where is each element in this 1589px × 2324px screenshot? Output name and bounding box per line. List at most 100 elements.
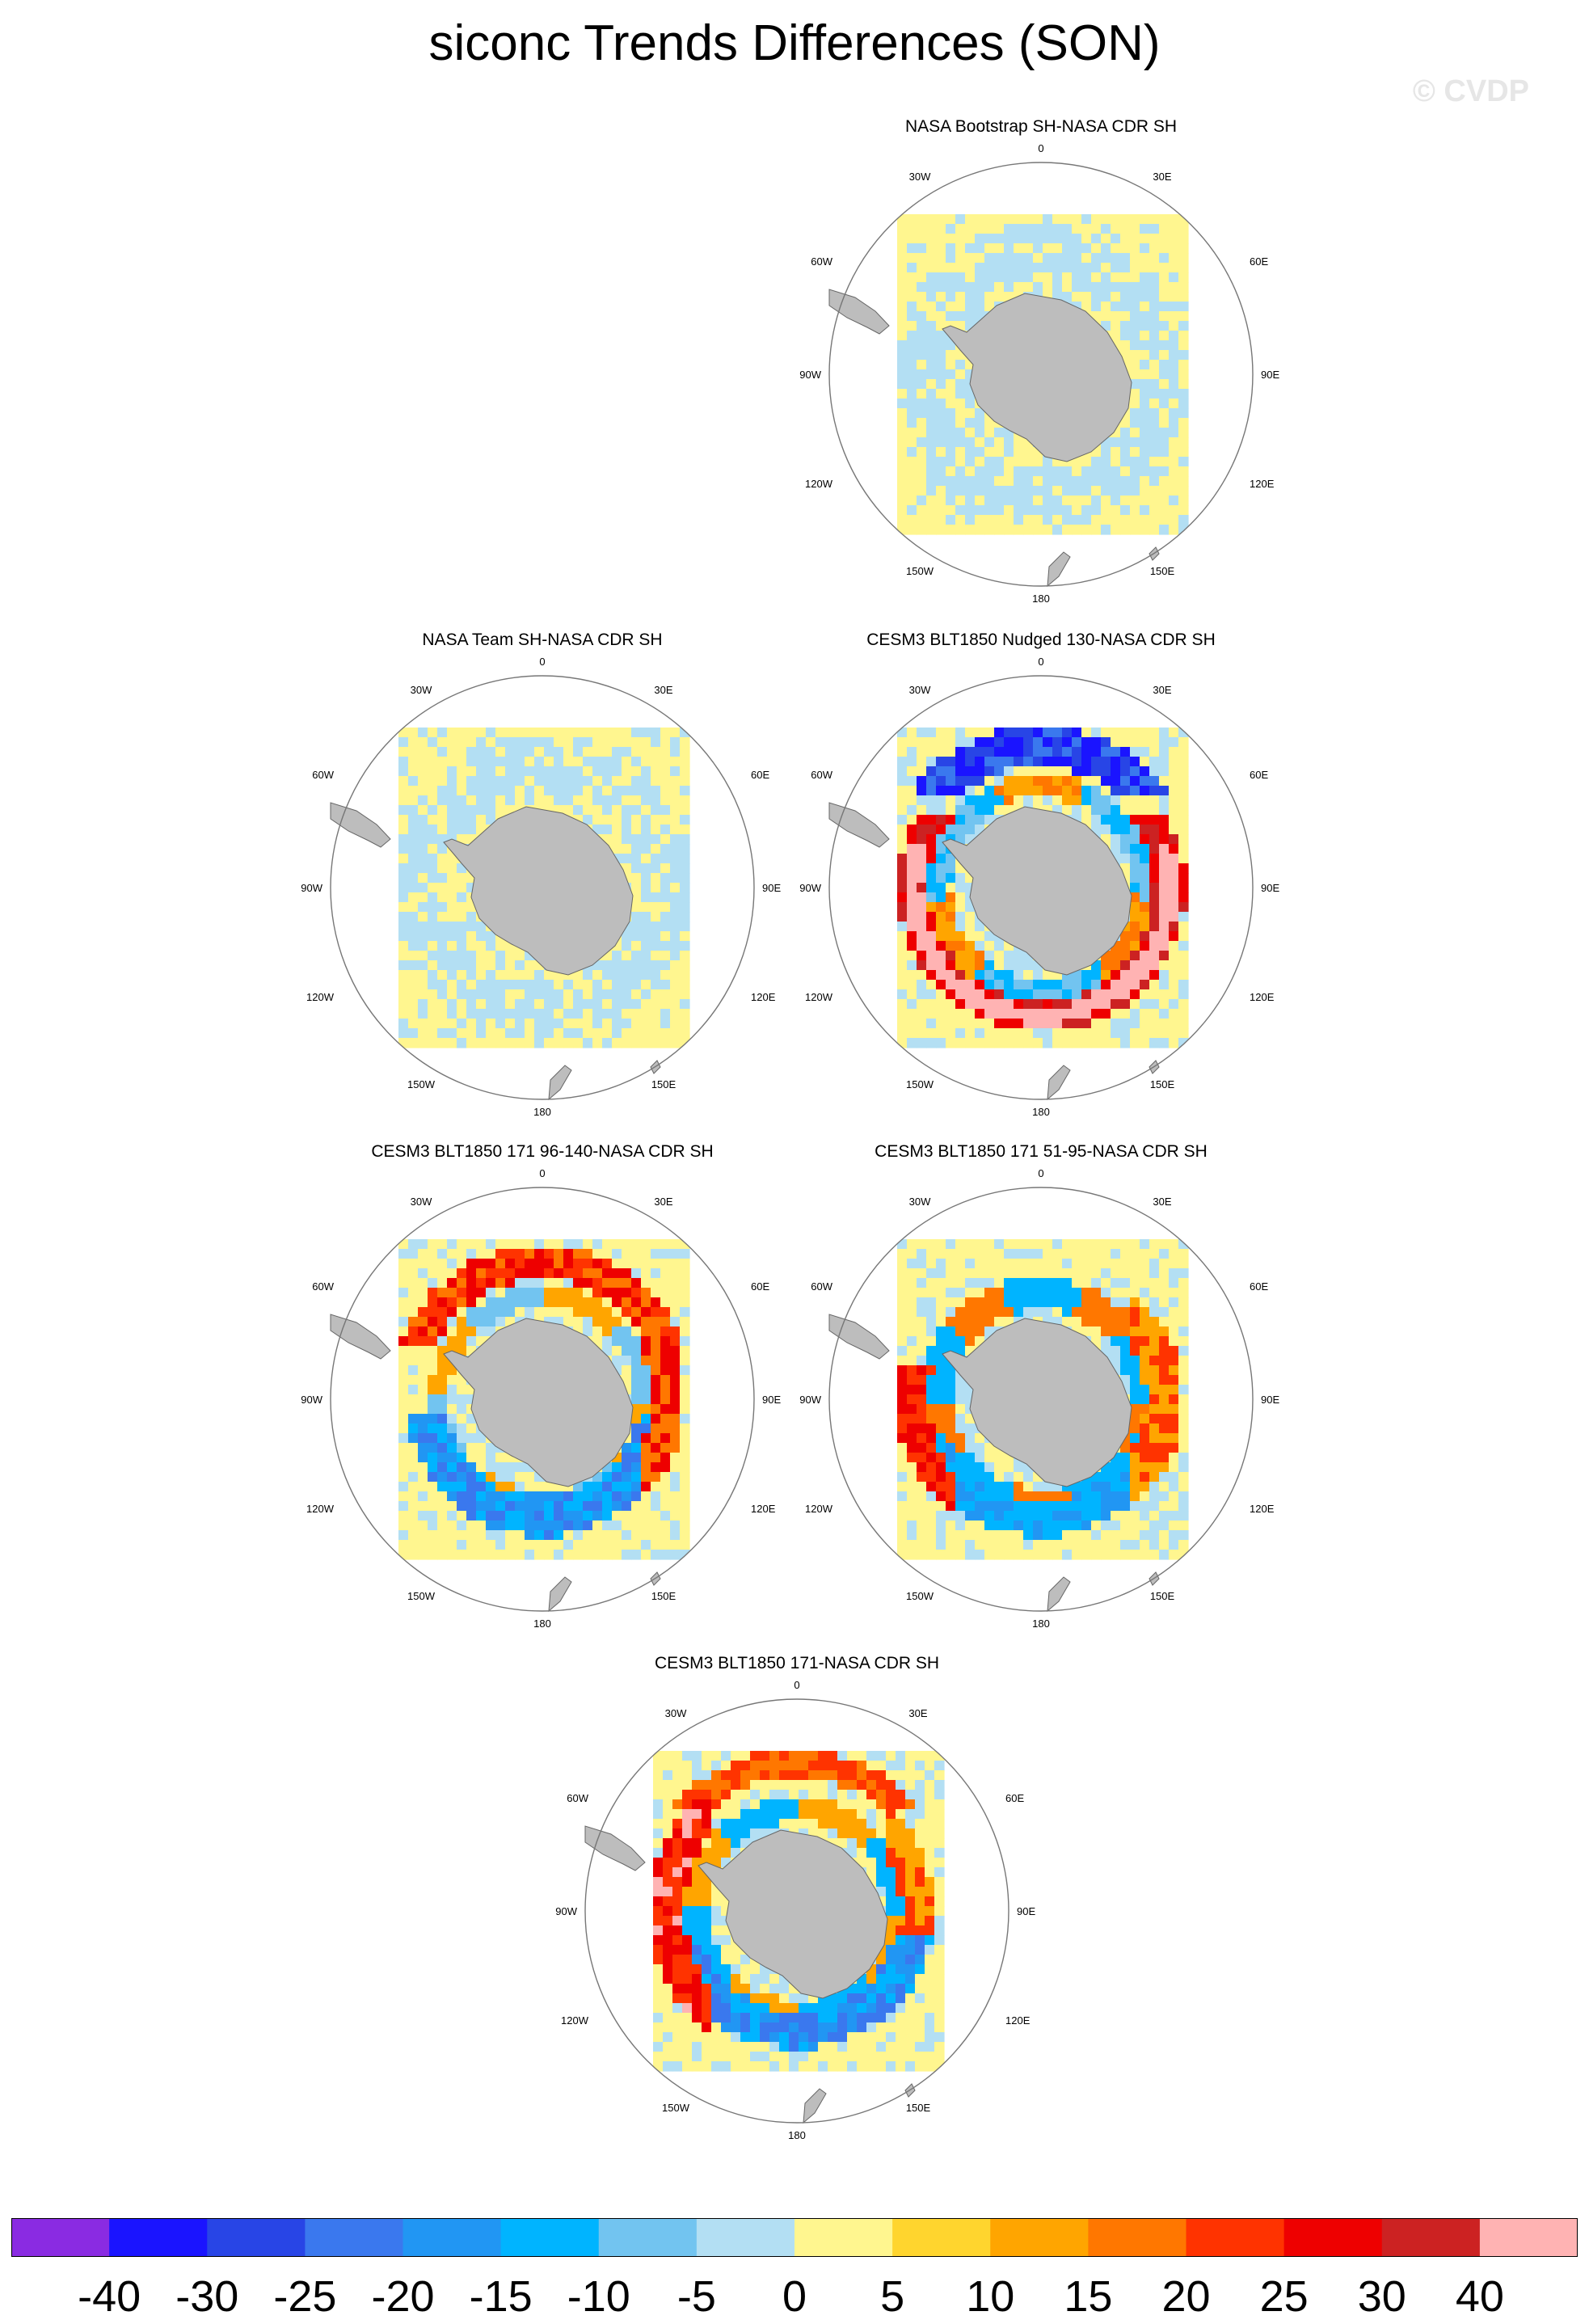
longitude-label-top: 0 — [539, 1167, 545, 1179]
grid-cell — [1169, 340, 1179, 351]
grid-cell — [660, 902, 671, 913]
grid-cell — [1140, 350, 1150, 361]
grid-cell — [1091, 1009, 1102, 1019]
grid-cell — [955, 795, 966, 806]
grid-cell — [975, 728, 985, 738]
grid-cell — [1043, 766, 1053, 777]
grid-cell — [505, 1307, 516, 1318]
grid-cell — [1169, 922, 1179, 932]
grid-cell — [917, 1394, 927, 1405]
grid-cell — [936, 1336, 946, 1347]
grid-cell — [965, 263, 976, 273]
grid-cell — [1169, 476, 1179, 487]
grid-cell — [631, 1394, 642, 1405]
grid-cell — [955, 1268, 966, 1279]
longitude-label-bottom: 180 — [533, 1618, 551, 1630]
grid-cell — [563, 747, 574, 757]
grid-cell — [641, 1375, 651, 1386]
grid-cell — [1169, 728, 1179, 738]
grid-cell — [897, 321, 908, 331]
grid-cell — [984, 418, 995, 428]
grid-cell — [1062, 1249, 1073, 1259]
grid-cell — [641, 902, 651, 913]
grid-cell — [1178, 1414, 1189, 1424]
grid-cell — [1052, 747, 1063, 757]
grid-cell — [1130, 892, 1140, 903]
grid-cell — [1111, 1472, 1121, 1483]
grid-cell — [1159, 989, 1170, 1000]
grid-cell — [1101, 302, 1111, 312]
grid-cell — [1140, 340, 1150, 351]
grid-cell — [907, 224, 917, 234]
grid-cell — [1004, 263, 1014, 273]
grid-cell — [670, 873, 681, 884]
grid-cell — [1130, 960, 1140, 971]
grid-cell — [534, 1491, 545, 1502]
grid-cell — [1130, 776, 1140, 787]
grid-cell — [917, 302, 927, 312]
grid-cell — [984, 1530, 995, 1541]
grid-cell — [505, 1482, 516, 1492]
grid-cell — [1023, 795, 1034, 806]
grid-cell — [1081, 243, 1092, 254]
grid-cell — [965, 960, 976, 971]
grid-cell — [612, 1530, 622, 1541]
grid-cell — [1130, 844, 1140, 854]
grid-cell — [1178, 805, 1189, 816]
grid-cell — [680, 1278, 690, 1289]
grid-cell — [1130, 1038, 1140, 1048]
grid-cell — [1033, 1028, 1043, 1039]
grid-cell — [936, 922, 946, 932]
grid-cell — [965, 466, 976, 477]
grid-cell — [1004, 447, 1014, 458]
longitude-label-left_lower: 150W — [407, 1590, 436, 1602]
grid-cell — [936, 515, 946, 525]
grid-cell — [1178, 951, 1189, 961]
grid-cell — [651, 728, 661, 738]
grid-cell — [466, 1521, 477, 1531]
grid-cell — [1120, 1491, 1131, 1502]
grid-cell — [408, 1038, 419, 1048]
grid-cell — [1023, 253, 1034, 264]
grid-cell — [1120, 815, 1131, 825]
grid-cell — [1052, 766, 1063, 777]
grid-cell — [897, 408, 908, 419]
longitude-label-right_mid_upper: 60E — [751, 769, 769, 781]
grid-cell — [1014, 766, 1024, 777]
grid-cell — [1111, 224, 1121, 234]
grid-cell — [975, 980, 985, 990]
grid-cell — [1111, 1259, 1121, 1269]
grid-cell — [936, 1414, 946, 1424]
grid-cell — [1140, 1424, 1150, 1434]
grid-cell — [907, 805, 917, 816]
grid-cell — [651, 1297, 661, 1308]
grid-cell — [525, 1028, 535, 1039]
grid-cell — [1169, 825, 1179, 835]
grid-cell — [936, 1028, 946, 1039]
grid-cell — [975, 970, 985, 981]
grid-cell — [994, 428, 1005, 438]
grid-cell — [936, 447, 946, 458]
grid-cell — [1120, 350, 1131, 361]
grid-cell — [907, 282, 917, 293]
grid-cell — [534, 1482, 545, 1492]
grid-cell — [1052, 1019, 1063, 1029]
grid-cell — [907, 418, 917, 428]
grid-cell — [907, 321, 917, 331]
grid-cell — [631, 834, 642, 845]
grid-cell — [670, 1385, 681, 1395]
grid-cell — [1178, 1394, 1189, 1405]
grid-cell — [486, 795, 496, 806]
grid-cell — [680, 1307, 690, 1318]
grid-cell — [1178, 902, 1189, 913]
grid-cell — [897, 1443, 908, 1453]
grid-cell — [1052, 466, 1063, 477]
grid-cell — [897, 1453, 908, 1463]
grid-cell — [1091, 1521, 1102, 1531]
grid-cell — [975, 515, 985, 525]
grid-cell — [1149, 505, 1160, 516]
grid-cell — [1120, 766, 1131, 777]
grid-cell — [1081, 757, 1092, 767]
grid-cell — [965, 941, 976, 951]
grid-cell — [534, 989, 545, 1000]
